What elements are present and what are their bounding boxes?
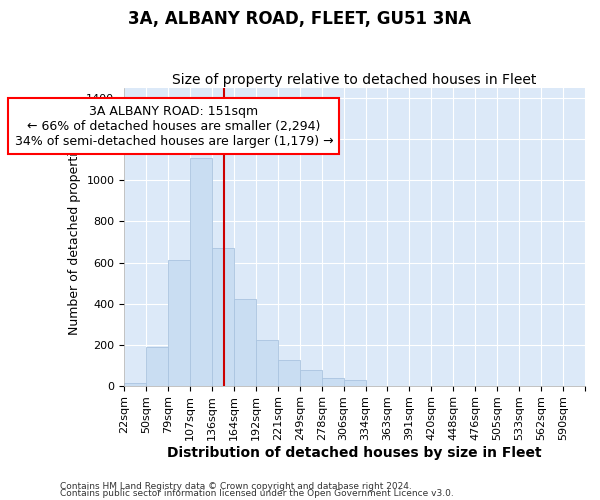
- Text: 3A, ALBANY ROAD, FLEET, GU51 3NA: 3A, ALBANY ROAD, FLEET, GU51 3NA: [128, 10, 472, 28]
- Y-axis label: Number of detached properties: Number of detached properties: [68, 138, 80, 336]
- Bar: [190, 158, 212, 386]
- Bar: [344, 380, 365, 386]
- Text: 3A ALBANY ROAD: 151sqm
← 66% of detached houses are smaller (2,294)
34% of semi-: 3A ALBANY ROAD: 151sqm ← 66% of detached…: [14, 104, 333, 148]
- Bar: [256, 340, 278, 386]
- Bar: [124, 382, 146, 386]
- Bar: [234, 300, 256, 386]
- Bar: [299, 370, 322, 386]
- Title: Size of property relative to detached houses in Fleet: Size of property relative to detached ho…: [172, 73, 537, 87]
- Bar: [322, 378, 344, 386]
- Bar: [212, 248, 234, 386]
- Text: Contains public sector information licensed under the Open Government Licence v3: Contains public sector information licen…: [60, 489, 454, 498]
- Bar: [278, 360, 299, 386]
- Text: Contains HM Land Registry data © Crown copyright and database right 2024.: Contains HM Land Registry data © Crown c…: [60, 482, 412, 491]
- X-axis label: Distribution of detached houses by size in Fleet: Distribution of detached houses by size …: [167, 446, 542, 460]
- Bar: [146, 346, 168, 386]
- Bar: [168, 260, 190, 386]
